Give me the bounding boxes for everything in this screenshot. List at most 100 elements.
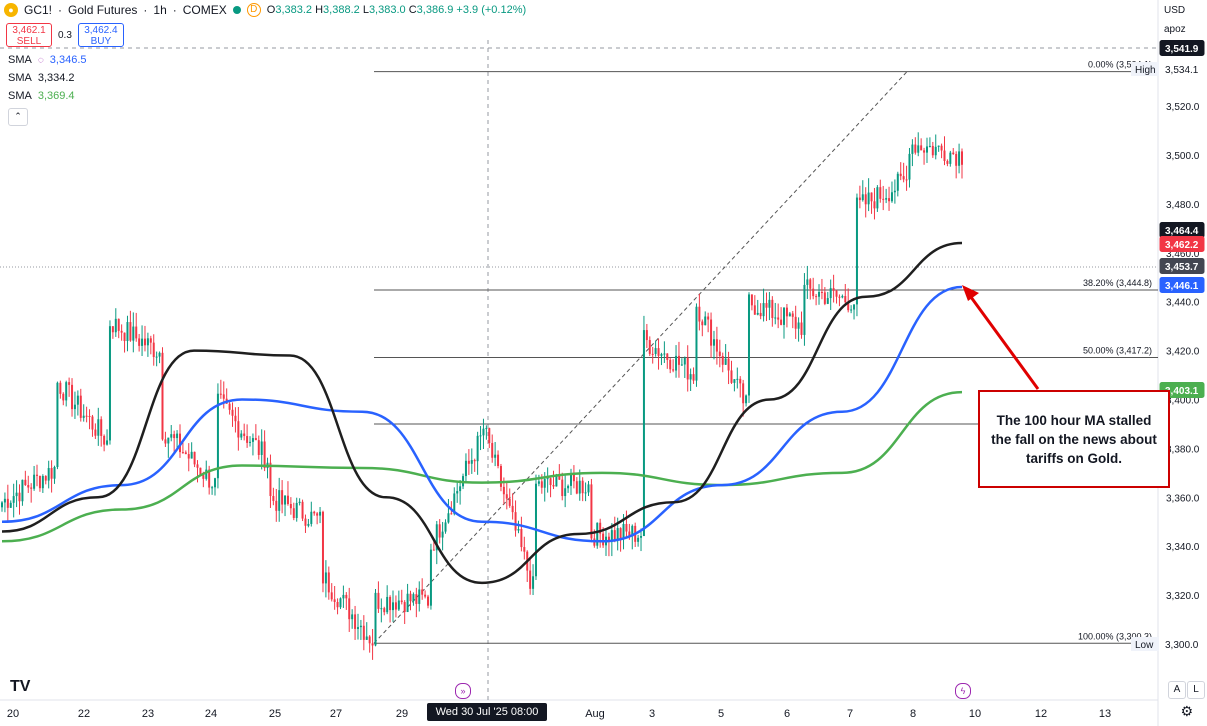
candle-body xyxy=(829,288,832,299)
candle-body xyxy=(50,468,53,479)
sma-legend-3[interactable]: SMA 3,369.4 xyxy=(8,90,75,102)
candle-body xyxy=(494,454,497,458)
candle-body xyxy=(707,316,710,320)
candle-body xyxy=(380,608,383,610)
buy-label: BUY xyxy=(90,36,112,47)
candle-body xyxy=(520,529,523,548)
candle-body xyxy=(540,481,543,488)
annotation-arrow xyxy=(966,292,1040,390)
candle-body xyxy=(24,479,27,486)
candle-body xyxy=(850,309,853,311)
sma-legend-2[interactable]: SMA 3,334.2 xyxy=(8,72,75,84)
candle-body xyxy=(205,469,208,479)
symbol[interactable]: GC1! xyxy=(24,3,53,17)
candle-body xyxy=(97,419,100,436)
candle-body xyxy=(38,475,41,489)
scale-mode-label[interactable]: apoz xyxy=(1164,24,1186,35)
candle-body xyxy=(295,502,298,518)
currency-label[interactable]: USD xyxy=(1164,5,1186,16)
candle-body xyxy=(129,322,132,341)
candle-body xyxy=(132,326,135,341)
candle-body xyxy=(768,299,771,308)
candle-body xyxy=(893,190,896,193)
candle-body xyxy=(663,353,666,355)
candle-body xyxy=(386,596,389,613)
candle-body xyxy=(470,460,473,464)
candle-body xyxy=(561,479,564,497)
candle-body xyxy=(686,358,689,380)
candle-body xyxy=(114,318,117,333)
candle-body xyxy=(482,428,485,436)
candle-body xyxy=(651,353,654,355)
candle-body xyxy=(281,490,284,505)
candle-body xyxy=(345,594,348,599)
candle-body xyxy=(905,179,908,181)
candle-body xyxy=(628,531,631,537)
candle-body xyxy=(298,501,301,503)
candle-body xyxy=(117,318,120,331)
candle-body xyxy=(736,378,739,380)
candle-body xyxy=(917,145,920,153)
candle-body xyxy=(257,440,260,455)
candle-body xyxy=(949,152,952,164)
candle-body xyxy=(788,313,791,317)
tradingview-logo[interactable]: TV xyxy=(10,678,31,695)
candle-body xyxy=(456,491,459,494)
sell-button[interactable]: 3,462.1 SELL xyxy=(6,23,52,47)
chart-header: ● GC1! · Gold Futures · 1h · COMEX D O3,… xyxy=(4,3,526,17)
candle-body xyxy=(249,441,252,443)
candle-body xyxy=(958,151,961,166)
ohlc-values: O3,383.2 H3,388.2 L3,383.0 C3,386.9 +3.9… xyxy=(266,4,527,16)
candle-body xyxy=(146,338,149,346)
candle-body xyxy=(336,601,339,608)
candle-body xyxy=(12,496,15,503)
candle-body xyxy=(278,490,281,511)
crosshair-date: Wed 30 Jul '25 08:00 xyxy=(427,703,547,721)
candle-body xyxy=(753,305,756,315)
candle-body xyxy=(721,355,724,365)
jump-to-date-icon[interactable]: » xyxy=(455,683,471,699)
candle-body xyxy=(488,428,491,444)
interval[interactable]: 1h xyxy=(153,3,167,17)
buy-button[interactable]: 3,462.4 BUY xyxy=(77,23,124,47)
sma-value: 3,369.4 xyxy=(37,90,75,102)
candle-body xyxy=(952,152,955,155)
candle-body xyxy=(946,160,949,164)
y-tick-label: 3,360.0 xyxy=(1166,493,1200,504)
candle-body xyxy=(365,636,368,640)
candle-body xyxy=(762,303,765,317)
candle-body xyxy=(103,435,106,445)
candle-body xyxy=(961,151,963,165)
candle-body xyxy=(164,439,167,444)
collapse-legend-button[interactable]: ⌃ xyxy=(8,108,28,126)
candle-body xyxy=(88,416,91,418)
fib-level-label: 100.00% (3,300.3) xyxy=(1078,631,1152,641)
candle-body xyxy=(858,197,861,201)
auto-scale-button[interactable]: A xyxy=(1168,681,1186,699)
candle-body xyxy=(1,502,3,508)
candle-body xyxy=(581,480,584,494)
log-scale-button[interactable]: L xyxy=(1187,681,1205,699)
candle-body xyxy=(263,441,266,469)
candle-body xyxy=(876,187,879,209)
candle-body xyxy=(616,528,619,541)
candle-body xyxy=(389,596,392,611)
candle-body xyxy=(208,469,211,488)
candle-body xyxy=(826,298,829,304)
settings-gear-icon[interactable]: ⚙ xyxy=(1180,703,1193,719)
candle-body xyxy=(572,473,575,482)
candle-body xyxy=(313,511,316,514)
annotation-box[interactable]: The 100 hour MA stalled the fall on the … xyxy=(978,390,1170,488)
x-tick-label: 7 xyxy=(847,708,853,720)
candle-body xyxy=(392,602,395,611)
candle-body xyxy=(631,525,634,537)
delayed-badge: D xyxy=(246,3,261,17)
candle-body xyxy=(730,370,733,383)
candle-body xyxy=(896,173,899,191)
sma-label: SMA xyxy=(8,90,32,102)
candle-body xyxy=(747,294,750,396)
candle-body xyxy=(216,393,219,479)
sma-legend-1[interactable]: SMA ◌ 3,346.5 xyxy=(8,54,87,66)
lightning-icon[interactable]: ϟ xyxy=(955,683,971,699)
